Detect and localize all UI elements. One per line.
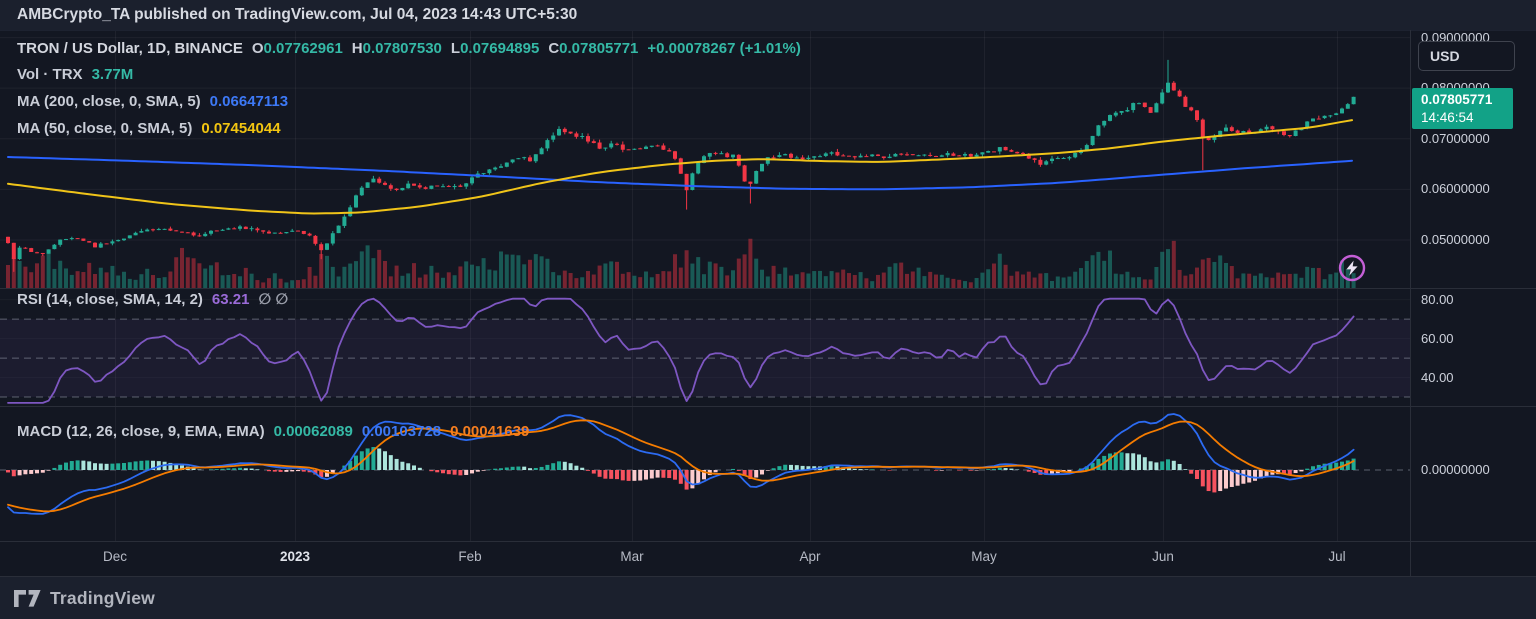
symbol-title[interactable]: TRON / US Dollar, 1D, BINANCE (17, 40, 243, 57)
time-axis[interactable] (0, 541, 1536, 576)
time-axis-label: Dec (102, 549, 128, 564)
high-value: 0.07807530 (362, 40, 442, 57)
bar-countdown: 14:46:54 (1421, 110, 1474, 125)
time-axis-label: 2023 (279, 549, 311, 564)
rsi-axis-label: 40.00 (1421, 369, 1454, 385)
time-axis-label: Mar (620, 549, 644, 564)
ma50-legend-row[interactable]: MA (50, close, 0, SMA, 5) 0.07454044 (17, 121, 281, 137)
publish-header: AMBCrypto_TA published on TradingView.co… (0, 0, 1536, 30)
volume-label: Vol · TRX (17, 66, 83, 83)
lightning-icon (1338, 254, 1366, 282)
ohlc-open: O 0.07762961 (252, 41, 343, 57)
rsi-legend-row[interactable]: RSI (14, close, SMA, 14, 2) 63.21 ∅ ∅ (17, 292, 288, 308)
time-axis-label: Apr (799, 549, 821, 564)
volume-legend-row[interactable]: Vol · TRX 3.77M (17, 67, 133, 83)
rsi-axis-label: 80.00 (1421, 291, 1454, 307)
macd-line-value: 0.00103728 (361, 423, 442, 440)
ma200-label: MA (200, close, 0, SMA, 5) (17, 93, 201, 110)
macd-label: MACD (12, 26, close, 9, EMA, EMA) (17, 423, 265, 440)
rsi-label: RSI (14, close, SMA, 14, 2) (17, 291, 203, 308)
tradingview-brand-text[interactable]: TradingView (50, 587, 155, 608)
volume-value: 3.77M (91, 66, 134, 83)
last-price-tag: 0.07805771 14:46:54 (1412, 88, 1513, 129)
open-value: 0.07762961 (263, 40, 343, 57)
high-label: H (351, 40, 363, 57)
ma200-legend-row[interactable]: MA (200, close, 0, SMA, 5) 0.06647113 (17, 94, 288, 110)
close-label: C (548, 40, 560, 57)
time-axis-label: Jun (1152, 549, 1174, 564)
time-axis-label: May (971, 549, 997, 564)
last-price-value: 0.07805771 (1421, 92, 1493, 107)
macd-hist-value: 0.00062089 (273, 423, 353, 440)
macd-legend-row[interactable]: MACD (12, 26, close, 9, EMA, EMA) 0.0006… (17, 424, 529, 440)
close-value: 0.07805771 (559, 40, 639, 57)
time-axis-label: Feb (458, 549, 482, 564)
tradingview-logo-icon[interactable] (14, 589, 41, 607)
time-axis-label: Jul (1328, 549, 1346, 564)
ma50-label: MA (50, close, 0, SMA, 5) (17, 120, 193, 137)
price-axis-label: 0.06000000 (1421, 181, 1490, 197)
footer-bar: TradingView (0, 576, 1536, 619)
publish-header-text: AMBCrypto_TA published on TradingView.co… (17, 6, 578, 23)
rsi-value: 63.21 (211, 291, 250, 308)
ohlc-close: C 0.07805771 (548, 41, 638, 57)
price-axis-label: 0.05000000 (1421, 231, 1490, 247)
rsi-axis-label: 60.00 (1421, 330, 1454, 346)
ohlc-low: L 0.07694895 (451, 41, 539, 57)
low-value: 0.07694895 (460, 40, 540, 57)
flash-button[interactable] (1338, 254, 1366, 282)
low-label: L (450, 40, 461, 57)
price-axis-label: 0.09000000 (1421, 29, 1490, 45)
ma200-value: 0.06647113 (209, 93, 289, 110)
ohlc-high: H 0.07807530 (352, 41, 442, 57)
currency-label: USD (1430, 48, 1460, 64)
change-value: +0.00078267 (+1.01%) (647, 40, 801, 57)
macd-signal-value: 0.00041639 (450, 423, 530, 440)
price-axis-label: 0.07000000 (1421, 130, 1490, 146)
open-label: O (251, 40, 264, 57)
currency-button[interactable]: USD (1418, 41, 1515, 71)
macd-axis-label: 0.00000000 (1421, 462, 1490, 477)
rsi-empty-values: ∅ ∅ (258, 291, 289, 308)
symbol-legend-row[interactable]: TRON / US Dollar, 1D, BINANCE O 0.0776296… (17, 41, 801, 57)
ma50-value: 0.07454044 (201, 120, 281, 137)
